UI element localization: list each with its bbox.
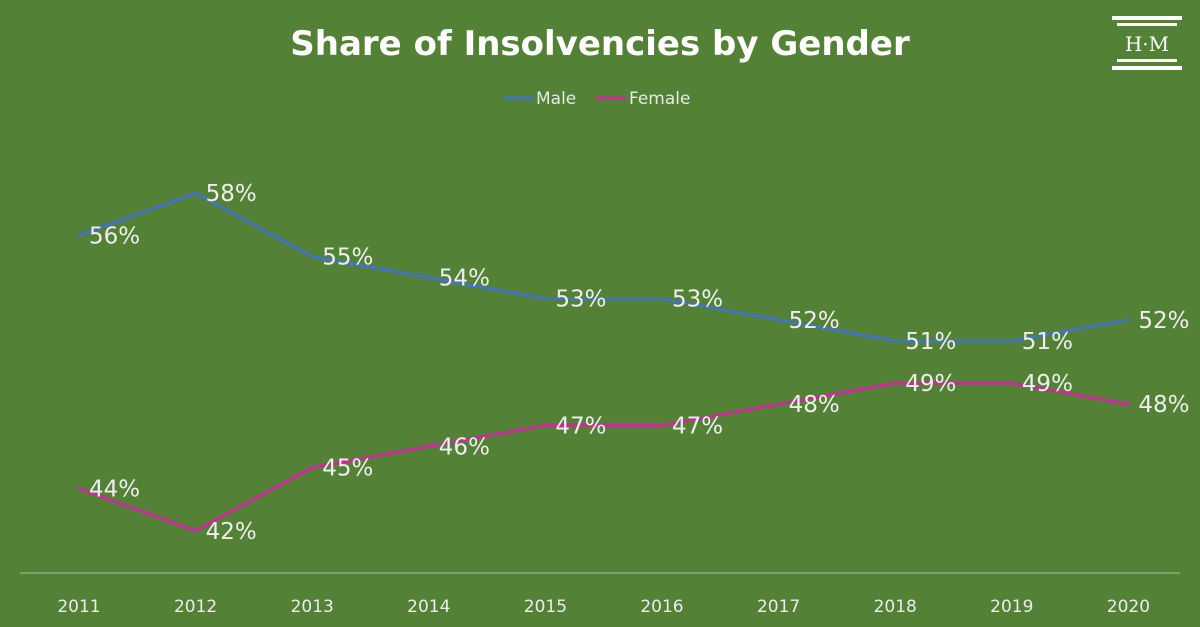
logo-roof-bar-2 [1117, 23, 1177, 26]
logo-roof-bar [1112, 16, 1182, 20]
x-tick-label: 2013 [291, 597, 334, 617]
data-label-male: 52% [789, 308, 840, 334]
data-label-female: 47% [555, 413, 606, 439]
x-tick-label: 2015 [524, 597, 567, 617]
data-label-female: 48% [1138, 392, 1189, 418]
legend: Male Female [503, 89, 690, 109]
x-tick-label: 2020 [1107, 597, 1150, 617]
series-line-female [77, 381, 1130, 533]
data-label-female: 42% [206, 519, 257, 545]
data-label-female: 46% [439, 434, 490, 460]
x-tick-label: 2012 [174, 597, 217, 617]
x-tick-label: 2016 [640, 597, 683, 617]
legend-female-label: Female [629, 89, 690, 109]
data-label-male: 52% [1138, 308, 1189, 334]
data-label-male: 51% [905, 329, 956, 355]
logo: H·M [1112, 16, 1182, 70]
data-label-male: 55% [322, 245, 373, 271]
x-tick-label: 2019 [990, 597, 1033, 617]
data-label-male: 58% [206, 181, 257, 207]
logo-text: H·M [1125, 32, 1169, 56]
data-label-female: 44% [89, 477, 140, 503]
logo-base-bar-2 [1112, 66, 1182, 70]
data-label-female: 47% [672, 413, 723, 439]
data-label-male: 53% [555, 287, 606, 313]
x-tick-label: 2011 [57, 597, 100, 617]
x-tick-label: 2017 [757, 597, 800, 617]
plot-area: 2011 2012 2013 2014 2015 2016 2017 2018 2019 2020… [57, 181, 1189, 617]
x-tick-label: 2018 [874, 597, 917, 617]
data-label-female: 45% [322, 456, 373, 482]
legend-male-label: Male [536, 89, 576, 109]
data-label-female: 48% [789, 392, 840, 418]
data-label-male: 56% [89, 223, 140, 249]
data-label-male: 54% [439, 266, 490, 292]
chart-title: Share of Insolvencies by Gender [290, 24, 910, 64]
data-label-female: 49% [905, 371, 956, 397]
logo-base-bar [1117, 59, 1177, 62]
data-label-male: 51% [1022, 329, 1073, 355]
data-label-male: 53% [672, 287, 723, 313]
data-label-female: 49% [1022, 371, 1073, 397]
series-line-male [77, 191, 1130, 343]
x-tick-label: 2014 [407, 597, 450, 617]
